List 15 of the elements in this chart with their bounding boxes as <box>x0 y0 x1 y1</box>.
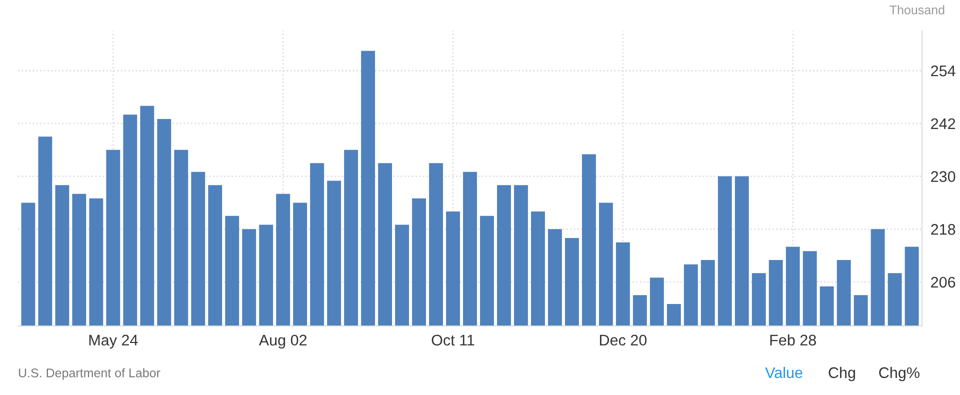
x-tick-label: Feb 28 <box>770 334 816 346</box>
y-axis-title: Thousand <box>890 5 944 14</box>
x-tick-label: May 24 <box>89 334 138 349</box>
text: U.S. Department of Labor <box>18 368 160 380</box>
y-tick-label: 206 <box>931 276 956 288</box>
text: Value <box>765 366 802 378</box>
y-tick-label: 230 <box>931 171 956 182</box>
x-tick-label: Oct 11 <box>432 334 474 346</box>
y-tick-label: 254 <box>931 65 956 76</box>
x-tick-label: Aug 02 <box>258 334 307 349</box>
text: Chg <box>828 366 856 382</box>
text: Chg% <box>879 366 920 382</box>
x-tick-label: Dec 20 <box>600 334 647 346</box>
y-tick-label: 242 <box>931 118 956 129</box>
y-tick-label: 218 <box>931 224 956 235</box>
